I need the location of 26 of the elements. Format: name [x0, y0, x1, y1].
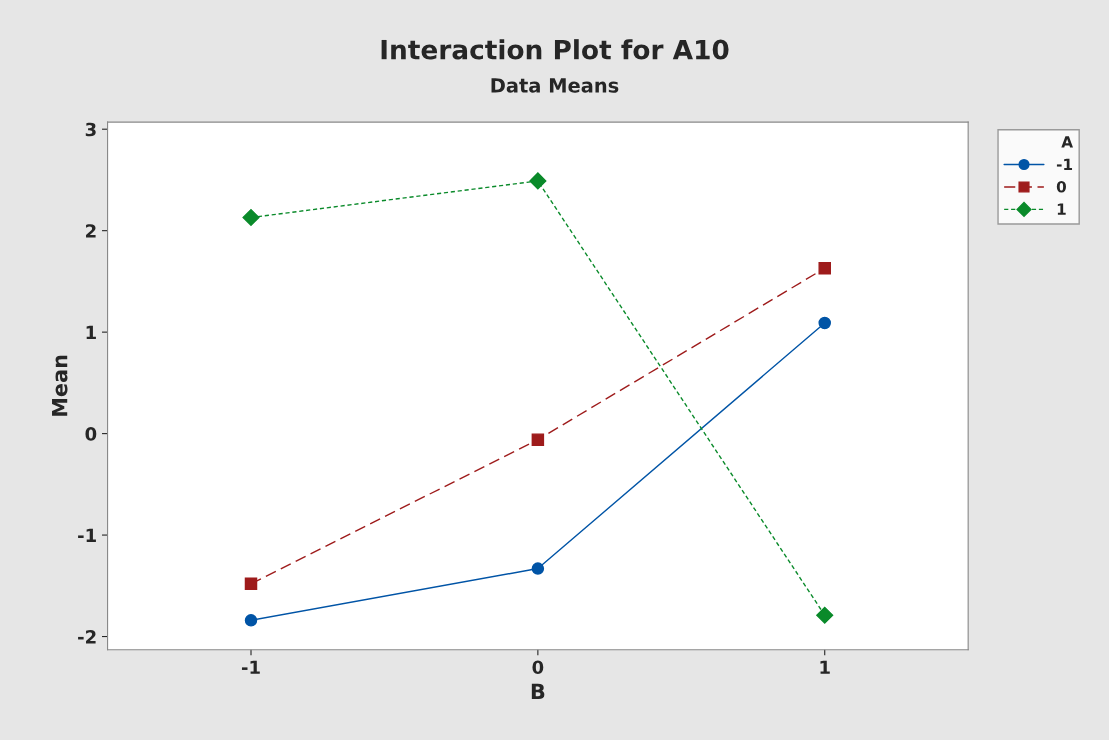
- x-tick-label: 1: [820, 660, 830, 674]
- y-tick-label: 2: [86, 224, 96, 238]
- point: [244, 577, 258, 591]
- x-tick-label: -1: [241, 660, 260, 674]
- y-tick-label: 3: [85, 122, 96, 137]
- point: [818, 316, 831, 330]
- point: [242, 208, 260, 227]
- chart-subtitle: Data Means: [491, 78, 619, 93]
- point: [529, 172, 547, 190]
- y-tick-label: -2: [78, 629, 96, 644]
- y-tick-label: -1: [78, 528, 96, 542]
- y-tick-label: 0: [85, 427, 97, 441]
- point: [816, 606, 834, 624]
- y-axis-title: Mean: [52, 355, 68, 416]
- x-axis-title: B: [531, 683, 545, 699]
- point: [818, 261, 831, 275]
- legend-label: 0: [1056, 180, 1066, 193]
- point: [531, 433, 545, 446]
- point: [244, 614, 258, 627]
- y-tick-label: 1: [86, 325, 96, 339]
- legend-title: A: [1061, 136, 1073, 148]
- x-tick-label: 0: [532, 660, 544, 675]
- chart-title: Interaction Plot for A10: [381, 39, 729, 60]
- legend-label: -1: [1056, 158, 1073, 170]
- legend-label: 1: [1057, 203, 1066, 215]
- point: [531, 562, 545, 575]
